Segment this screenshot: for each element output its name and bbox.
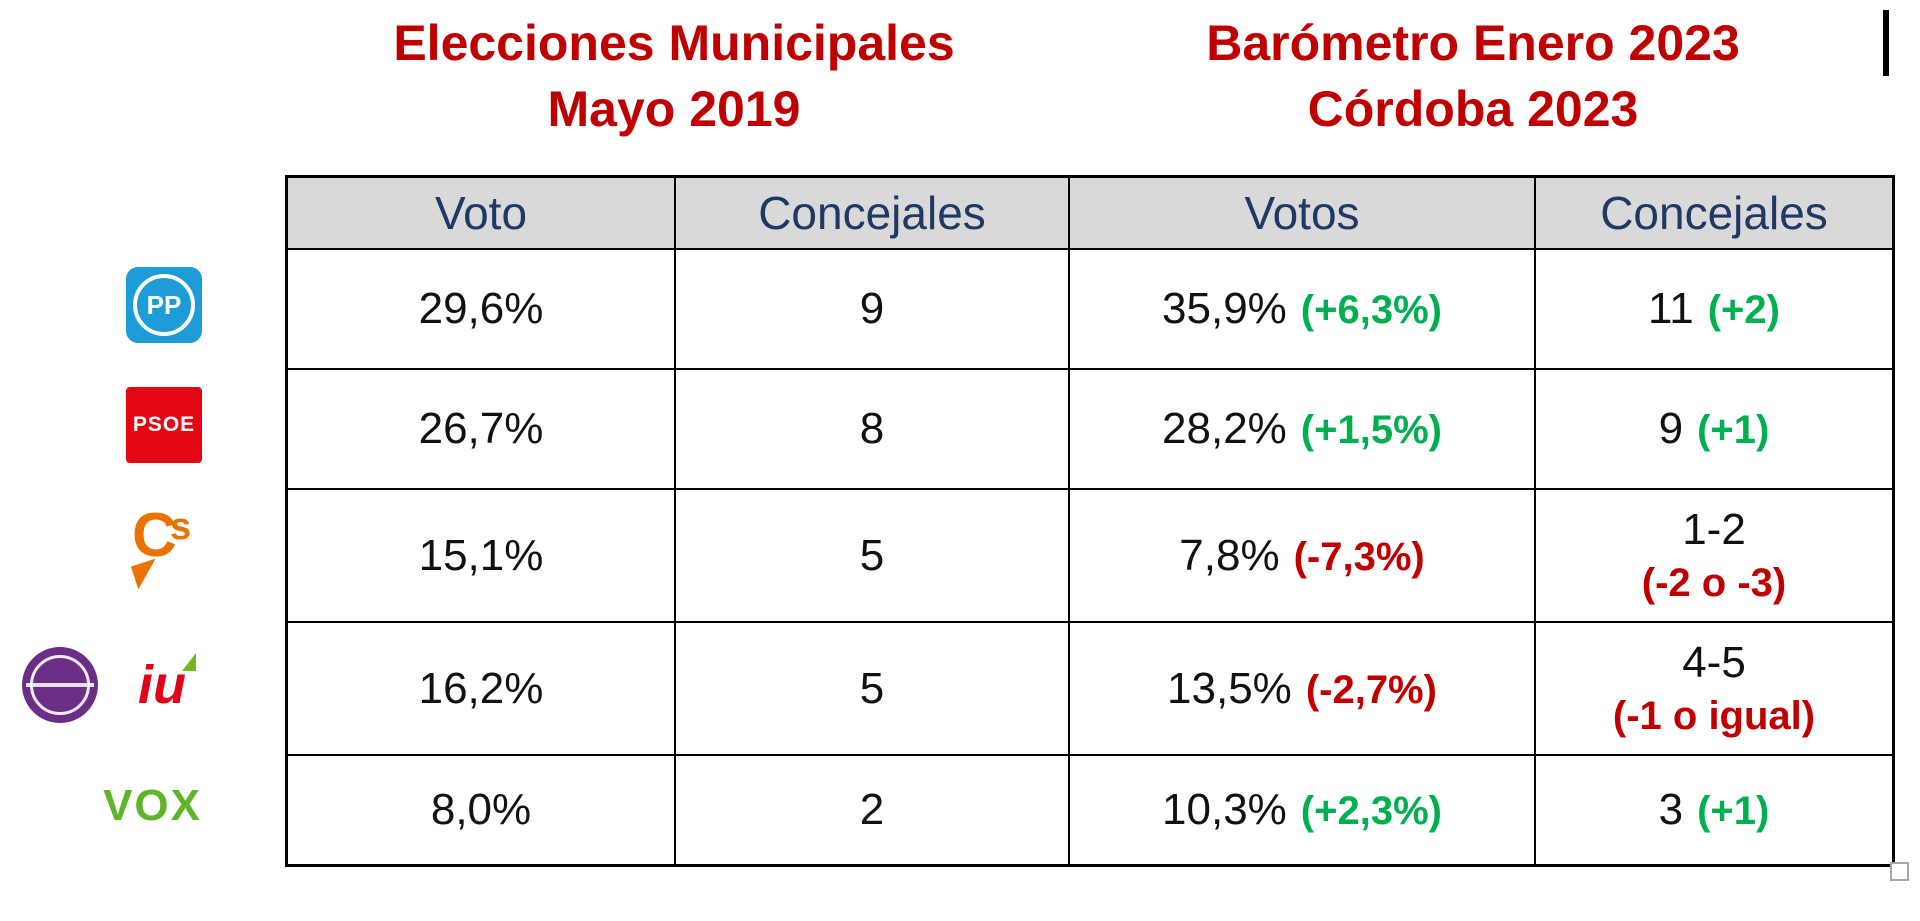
cell-value: 7,8% (1179, 530, 1280, 580)
cell-value: 2 (859, 784, 885, 834)
title-2023-line1: Barómetro Enero 2023 (1206, 15, 1740, 71)
concejales-2023-cell: 1-2 (-2 o -3) (1534, 488, 1895, 623)
col-header-concejales-2023: Concejales (1534, 175, 1895, 250)
concejales-2023-cell: 11 (+2) (1534, 248, 1895, 370)
cell-value: 26,7% (418, 404, 544, 453)
cell-value: 15,1% (418, 530, 544, 580)
cell-value: 28,2% (1162, 404, 1287, 453)
cell-value: 8,0% (430, 784, 532, 834)
votos-2023-cell: 10,3% (+2,3%) (1068, 754, 1536, 866)
pp-letters: PP (146, 289, 182, 320)
cell-value: 13,5% (1167, 663, 1292, 713)
voto-2019-cell: 16,2% (285, 621, 676, 756)
cell-delta: (+1) (1697, 408, 1770, 452)
cell-value: 10,3% (1162, 784, 1287, 834)
cell-delta: (+2) (1707, 288, 1780, 332)
cell-value: 4-5 (1682, 638, 1746, 688)
concejales-2019-cell: 2 (674, 754, 1070, 866)
cell-delta: (+1) (1697, 788, 1770, 833)
podemos-logo-icon (22, 646, 98, 723)
title-2019-line2: Mayo 2019 (547, 81, 801, 137)
concejales-2019-cell: 8 (674, 368, 1070, 490)
cell-delta: (-2 o -3) (1641, 560, 1787, 605)
voto-2019-cell: 15,1% (285, 488, 676, 623)
cell-value: 16,2% (418, 663, 544, 713)
concejales-2019-cell: 9 (674, 248, 1070, 370)
cell-value: 11 (1648, 284, 1694, 333)
cell-delta: (-7,3%) (1293, 534, 1425, 579)
voto-2019-cell: 29,6% (285, 248, 676, 370)
votos-2023-cell: 7,8% (-7,3%) (1068, 488, 1536, 623)
table-row-podemos-iu: 16,2% 5 13,5% (-2,7%) 4-5 (-1 o igual) (285, 621, 1895, 756)
cell-value: 35,9% (1162, 284, 1287, 333)
resize-handle (1890, 862, 1909, 881)
table-row-cs: 15,1% 5 7,8% (-7,3%) 1-2 (-2 o -3) (285, 488, 1895, 623)
cell-value: 3 (1658, 784, 1684, 834)
voto-2019-cell: 26,7% (285, 368, 676, 490)
votos-2023-cell: 35,9% (+6,3%) (1068, 248, 1536, 370)
col-header-concejales-2019: Concejales (674, 175, 1070, 250)
concejales-2019-cell: 5 (674, 621, 1070, 756)
col-header-votos-2023: Votos (1068, 175, 1536, 250)
table-row-psoe: 26,7% 8 28,2% (+1,5%) 9 (+1) (285, 368, 1895, 490)
voto-2019-cell: 8,0% (285, 754, 676, 866)
concejales-2023-cell: 3 (+1) (1534, 754, 1895, 866)
party-logo-column: PP PSOE C s iu (0, 245, 285, 861)
col-header-voto-2019: Voto (285, 175, 676, 250)
concejales-2023-cell: 9 (+1) (1534, 368, 1895, 490)
psoe-letters: PSOE (132, 413, 196, 436)
results-table: Voto Concejales Votos Concejales 29,6% 9… (285, 175, 1895, 867)
cell-value: 5 (859, 530, 885, 580)
votos-2023-cell: 28,2% (+1,5%) (1068, 368, 1536, 490)
cell-delta: (+6,3%) (1300, 288, 1442, 332)
cell-value: 9 (1658, 404, 1684, 453)
iu-logo-icon: iu (122, 645, 202, 725)
ciudadanos-logo-icon: C s (118, 501, 202, 600)
text-cursor-mark (1883, 10, 1889, 76)
cell-value: 29,6% (418, 284, 544, 333)
iu-green-accent (182, 652, 196, 671)
cs-letter-c: C (132, 500, 177, 570)
logo-row-psoe: PSOE (0, 365, 285, 485)
cell-value: 5 (859, 663, 885, 713)
title-barometro-2023: Barómetro Enero 2023 Córdoba 2023 (1063, 10, 1883, 142)
cell-value: 9 (859, 284, 885, 333)
iu-letters: iu (138, 654, 186, 715)
logo-row-pp: PP (0, 245, 285, 365)
title-2019-line1: Elecciones Municipales (393, 15, 955, 71)
logo-row-vox: VOX (0, 751, 285, 861)
psoe-logo-icon: PSOE (126, 387, 202, 463)
cs-letter-s: s (170, 505, 192, 548)
title-2023-line2: Córdoba 2023 (1307, 81, 1639, 137)
cell-delta: (-2,7%) (1305, 667, 1437, 712)
header-row: Voto Concejales Votos Concejales (285, 175, 1895, 250)
concejales-2019-cell: 5 (674, 488, 1070, 623)
pp-circle: PP (133, 274, 195, 336)
votos-2023-cell: 13,5% (-2,7%) (1068, 621, 1536, 756)
cell-delta: (+2,3%) (1300, 788, 1442, 833)
cell-delta: (-1 o igual) (1612, 693, 1816, 738)
vox-logo-icon: VOX (103, 781, 202, 831)
logo-row-cs: C s (0, 485, 285, 618)
logo-row-podemos-iu: iu (0, 618, 285, 751)
cell-delta: (+1,5%) (1300, 408, 1442, 452)
title-elections-2019: Elecciones Municipales Mayo 2019 (285, 10, 1063, 142)
pp-logo-icon: PP (126, 267, 202, 343)
cell-value: 1-2 (1682, 505, 1746, 555)
cell-value: 8 (859, 404, 885, 453)
podemos-text-line (26, 682, 94, 687)
concejales-2023-cell: 4-5 (-1 o igual) (1534, 621, 1895, 756)
table-row-pp: 29,6% 9 35,9% (+6,3%) 11 (+2) (285, 248, 1895, 370)
vox-letters: VOX (103, 781, 202, 830)
table-row-vox: 8,0% 2 10,3% (+2,3%) 3 (+1) (285, 754, 1895, 866)
